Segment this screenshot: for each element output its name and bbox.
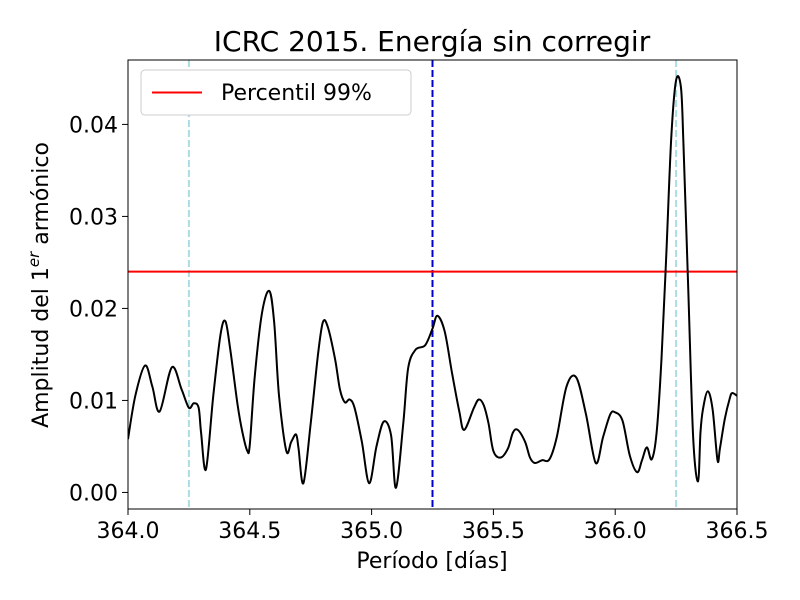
x-tick-label: 364.5 [218, 519, 281, 544]
legend-box [140, 69, 412, 116]
legend: Percentil 99% [140, 69, 412, 116]
chart-title: ICRC 2015. Energía sin corregir [214, 25, 651, 58]
y-axis-title: Amplitud del 1er armónico [25, 142, 54, 428]
x-tick-label: 365.0 [340, 519, 403, 544]
x-tick-label: 365.5 [462, 519, 525, 544]
y-axis: 0.00 0.01 0.02 0.03 0.04 [69, 113, 128, 506]
x-tick-label: 366.0 [584, 519, 647, 544]
y-axis-title-tail: armónico [29, 142, 54, 252]
y-tick-label: 0.02 [69, 297, 118, 322]
reference-lines [187, 60, 678, 509]
y-axis-title-superscript: er [25, 251, 43, 267]
y-tick-label: 0.04 [69, 113, 118, 138]
y-tick-label: 0.01 [69, 389, 118, 414]
x-axis-title: Período [días] [356, 549, 507, 574]
series [128, 75, 737, 489]
plot-frame [127, 59, 738, 510]
series-line-0 [128, 75, 737, 489]
y-tick-label: 0.00 [69, 481, 118, 506]
legend-label-percentil: Percentil 99% [221, 81, 372, 106]
plot-area [127, 59, 738, 510]
y-axis-title-main: Amplitud del 1 [29, 267, 54, 428]
x-tick-label: 366.5 [706, 519, 769, 544]
y-tick-label: 0.03 [69, 205, 118, 230]
x-tick-label: 364.0 [97, 519, 160, 544]
x-axis: 364.0 364.5 365.0 365.5 366.0 366.5 [97, 509, 769, 544]
